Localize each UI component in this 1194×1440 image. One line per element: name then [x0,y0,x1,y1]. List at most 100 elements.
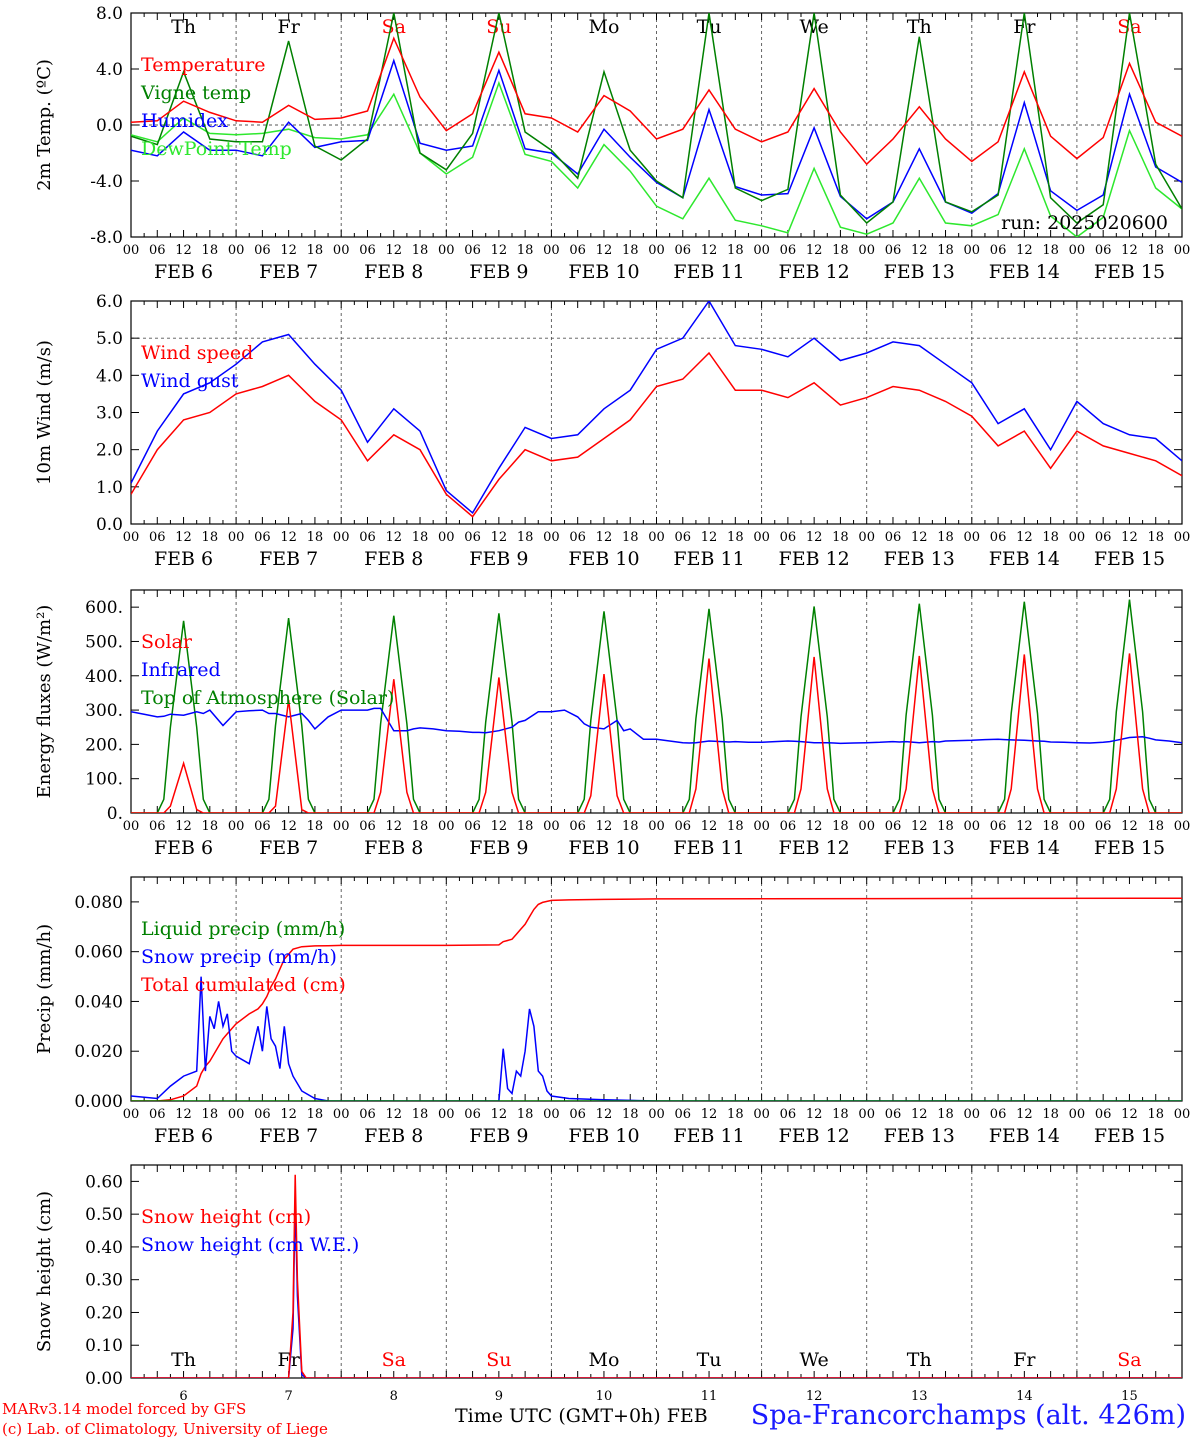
hour-tick-label: 18 [517,530,534,545]
hour-tick-label: 06 [149,1107,166,1122]
hour-tick-label: 12 [911,243,928,258]
hour-tick-label: 12 [280,1107,297,1122]
hour-tick-label: 12 [806,243,823,258]
day-label: FEB 6 [154,837,213,859]
footer-model-credit: MARv3.14 model forced by GFS [2,1400,247,1418]
hour-tick-label: 00 [438,530,455,545]
y-axis-label: 10m Wind (m/s) [34,340,55,485]
hour-tick-label: 18 [832,1107,849,1122]
day-label: FEB 11 [673,1125,744,1147]
run-label: run: 2025020600 [1001,212,1168,234]
day-label: FEB 8 [364,1125,423,1147]
hour-tick-label: 06 [780,819,797,834]
hour-tick-label: 18 [727,1107,744,1122]
hour-tick-label: 06 [990,819,1007,834]
hour-tick-label: 06 [149,819,166,834]
y-tick-label: 3.0 [96,404,123,424]
day-label: FEB 10 [568,837,639,859]
y-tick-label: -4.0 [90,172,123,192]
weekday-label: Fr [1013,1349,1036,1371]
hour-tick-label: 00 [543,1107,560,1122]
y-tick-label: 6.0 [96,292,123,312]
hour-tick-label: 18 [622,819,639,834]
hour-tick-label: 06 [675,243,692,258]
day-number-label: 15 [1121,1389,1138,1404]
hour-tick-label: 18 [307,1107,324,1122]
y-tick-label: 0.10 [85,1336,123,1356]
y-tick-label: 0.60 [85,1172,123,1192]
hour-tick-label: 06 [569,243,586,258]
y-tick-label: 0.040 [74,992,123,1012]
hour-tick-label: 18 [307,819,324,834]
hour-tick-label: 00 [333,819,350,834]
day-number-label: 8 [390,1389,398,1404]
hour-tick-label: 12 [1016,1107,1033,1122]
day-label: FEB 12 [779,548,850,570]
day-label: FEB 12 [779,837,850,859]
hour-tick-label: 00 [1174,819,1191,834]
day-label: FEB 10 [568,261,639,283]
hour-tick-label: 12 [175,243,192,258]
y-tick-label: 0.30 [85,1271,123,1291]
hour-tick-label: 12 [280,243,297,258]
hour-tick-label: 18 [832,243,849,258]
hour-tick-label: 00 [333,1107,350,1122]
hour-tick-label: 18 [1042,243,1059,258]
day-label: FEB 7 [259,548,318,570]
hour-tick-label: 06 [885,1107,902,1122]
hour-tick-label: 18 [1042,530,1059,545]
hour-tick-label: 12 [175,530,192,545]
weekday-label: Tu [697,1349,722,1371]
legend-entry: Infrared [141,659,221,681]
hour-tick-label: 00 [228,1107,245,1122]
hour-tick-label: 12 [491,819,508,834]
weekday-label: Su [486,1349,511,1371]
day-number-label: 9 [495,1389,503,1404]
weekday-label: Th [171,1349,196,1371]
y-axis-label: Energy fluxes (W/m²) [34,605,55,799]
hour-tick-label: 00 [648,819,665,834]
weekday-label: Fr [278,16,301,38]
day-number-label: 14 [1016,1389,1033,1404]
hour-tick-label: 18 [1042,819,1059,834]
y-tick-label: 400. [85,667,123,687]
y-tick-label: 500. [85,632,123,652]
hour-tick-label: 12 [911,819,928,834]
hour-tick-label: 12 [1121,530,1138,545]
legend-entry: Humidex [141,110,228,132]
day-label: FEB 9 [469,1125,528,1147]
weekday-label: Su [486,16,511,38]
legend-entry: Snow height (cm W.E.) [141,1234,359,1256]
weekday-label: Mo [588,1349,619,1371]
day-label: FEB 14 [989,1125,1060,1147]
hour-tick-label: 06 [464,243,481,258]
hour-tick-label: 00 [858,1107,875,1122]
y-tick-label: 0.50 [85,1205,123,1225]
panel-5: 0.00 0.10 0.20 0.30 0.40 0.50 0.60 Snow height … [34,1164,1183,1404]
hour-tick-label: 00 [964,530,981,545]
hour-tick-label: 18 [517,1107,534,1122]
day-label: FEB 9 [469,261,528,283]
hour-tick-label: 06 [569,819,586,834]
hour-tick-label: 00 [858,243,875,258]
legend-entry: Wind gust [141,370,239,392]
hour-tick-label: 18 [307,243,324,258]
day-label: FEB 9 [469,837,528,859]
panel-1: -8.0 -4.0 0.0 4.0 8.0 2m Temp. (ºC) 00 06 12 18 00… [34,4,1190,283]
weekday-label: Tu [697,16,722,38]
hour-tick-label: 00 [123,819,140,834]
hour-tick-label: 12 [596,530,613,545]
hour-tick-label: 06 [990,1107,1007,1122]
hour-tick-label: 00 [858,530,875,545]
hour-tick-label: 12 [806,530,823,545]
hour-tick-label: 00 [648,243,665,258]
legend-entry: Snow height (cm) [141,1206,311,1228]
hour-tick-label: 06 [149,243,166,258]
hour-tick-label: 12 [280,819,297,834]
hour-tick-label: 00 [228,530,245,545]
hour-tick-label: 00 [1069,530,1086,545]
day-label: FEB 7 [259,261,318,283]
hour-tick-label: 12 [491,530,508,545]
y-tick-label: 600. [85,598,123,618]
